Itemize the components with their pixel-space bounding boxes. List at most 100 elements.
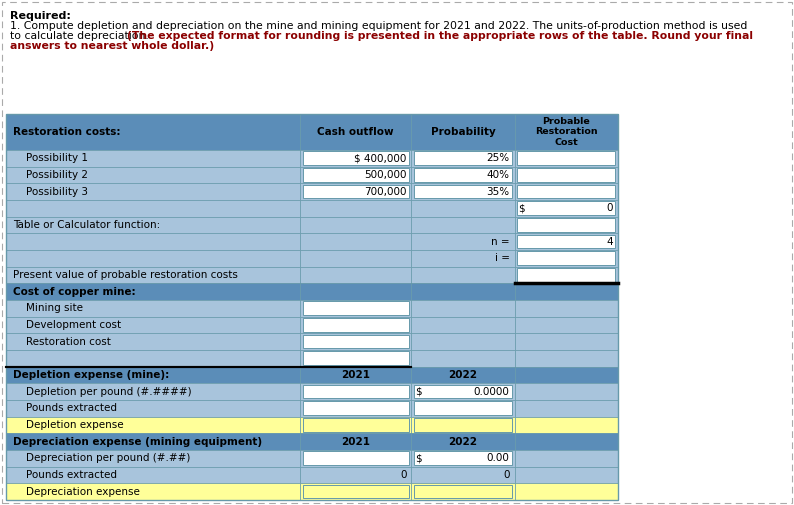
Bar xyxy=(515,167,618,183)
Bar xyxy=(515,333,618,350)
Bar xyxy=(515,450,618,467)
Bar xyxy=(300,450,411,467)
Bar xyxy=(6,383,300,400)
Text: 0: 0 xyxy=(503,470,510,480)
Bar xyxy=(300,167,411,183)
Text: $: $ xyxy=(518,204,525,213)
Text: Probability: Probability xyxy=(430,127,495,137)
Bar xyxy=(300,183,411,200)
Text: n =: n = xyxy=(491,237,510,246)
Bar xyxy=(303,485,409,498)
Bar xyxy=(300,317,411,333)
Bar xyxy=(303,385,409,398)
Text: 2022: 2022 xyxy=(449,370,477,380)
Bar xyxy=(300,267,411,283)
Bar xyxy=(303,301,409,315)
Text: Present value of probable restoration costs: Present value of probable restoration co… xyxy=(13,270,237,280)
Text: Possibility 3: Possibility 3 xyxy=(13,187,87,196)
Bar xyxy=(515,433,618,450)
Bar xyxy=(303,318,409,332)
Text: Depletion per pound (#.####): Depletion per pound (#.####) xyxy=(13,387,191,396)
Bar xyxy=(6,467,300,483)
Bar xyxy=(300,333,411,350)
Text: Development cost: Development cost xyxy=(13,320,121,330)
Bar xyxy=(303,185,409,198)
Text: Depletion expense (mine):: Depletion expense (mine): xyxy=(13,370,169,380)
Bar xyxy=(6,267,300,283)
Bar xyxy=(300,300,411,317)
Text: 700,000: 700,000 xyxy=(364,187,407,196)
Bar xyxy=(515,250,618,267)
Bar xyxy=(515,483,618,500)
Bar xyxy=(411,300,515,317)
Bar xyxy=(300,283,411,300)
Bar xyxy=(6,417,300,433)
Bar xyxy=(515,300,618,317)
Text: Pounds extracted: Pounds extracted xyxy=(13,470,117,480)
Bar xyxy=(411,167,515,183)
Bar xyxy=(411,483,515,500)
Bar xyxy=(6,433,300,450)
Bar xyxy=(300,150,411,167)
Bar xyxy=(6,450,300,467)
Bar xyxy=(411,433,515,450)
Bar xyxy=(6,200,300,217)
Text: $: $ xyxy=(415,453,422,463)
Bar xyxy=(515,233,618,250)
Bar xyxy=(517,201,615,215)
Bar xyxy=(411,450,515,467)
Text: Restoration cost: Restoration cost xyxy=(13,337,110,346)
Text: i =: i = xyxy=(495,254,510,263)
Bar xyxy=(515,200,618,217)
Bar xyxy=(300,417,411,433)
Text: Depreciation per pound (#.##): Depreciation per pound (#.##) xyxy=(13,453,190,463)
Bar xyxy=(517,218,615,232)
Text: 0.0000: 0.0000 xyxy=(474,387,510,396)
Bar xyxy=(6,300,300,317)
Bar xyxy=(515,267,618,283)
Text: Table or Calculator function:: Table or Calculator function: xyxy=(13,220,160,230)
Bar xyxy=(6,114,300,150)
Bar xyxy=(6,167,300,183)
Bar xyxy=(6,233,300,250)
Text: 2022: 2022 xyxy=(449,437,477,446)
Text: 40%: 40% xyxy=(487,170,510,180)
Bar xyxy=(414,152,512,165)
Bar xyxy=(411,233,515,250)
Text: 2021: 2021 xyxy=(341,437,370,446)
Bar xyxy=(303,168,409,182)
Bar xyxy=(6,250,300,267)
Text: (The expected format for rounding is presented in the appropriate rows of the ta: (The expected format for rounding is pre… xyxy=(127,31,753,41)
Bar xyxy=(414,401,512,415)
Text: Possibility 2: Possibility 2 xyxy=(13,170,87,180)
Bar xyxy=(517,168,615,182)
Bar xyxy=(303,152,409,165)
Bar xyxy=(6,217,300,233)
Bar xyxy=(300,483,411,500)
Bar xyxy=(6,283,300,300)
Bar xyxy=(6,150,300,167)
Text: Depreciation expense: Depreciation expense xyxy=(13,487,140,496)
Bar xyxy=(300,233,411,250)
Text: Probable
Restoration
Cost: Probable Restoration Cost xyxy=(535,117,597,147)
Bar xyxy=(414,451,512,465)
Bar xyxy=(517,185,615,198)
Text: 35%: 35% xyxy=(487,187,510,196)
Bar xyxy=(515,383,618,400)
Bar xyxy=(515,114,618,150)
Bar xyxy=(411,183,515,200)
Bar xyxy=(300,217,411,233)
Text: 25%: 25% xyxy=(487,154,510,163)
Bar xyxy=(515,467,618,483)
Bar xyxy=(414,168,512,182)
Text: 4: 4 xyxy=(607,237,613,246)
Bar xyxy=(411,150,515,167)
Text: 0: 0 xyxy=(400,470,407,480)
Bar xyxy=(414,485,512,498)
Bar xyxy=(6,483,300,500)
Bar xyxy=(411,467,515,483)
Text: Depletion expense: Depletion expense xyxy=(13,420,123,430)
Bar xyxy=(303,451,409,465)
Text: answers to nearest whole dollar.): answers to nearest whole dollar.) xyxy=(10,41,214,52)
Bar xyxy=(411,250,515,267)
